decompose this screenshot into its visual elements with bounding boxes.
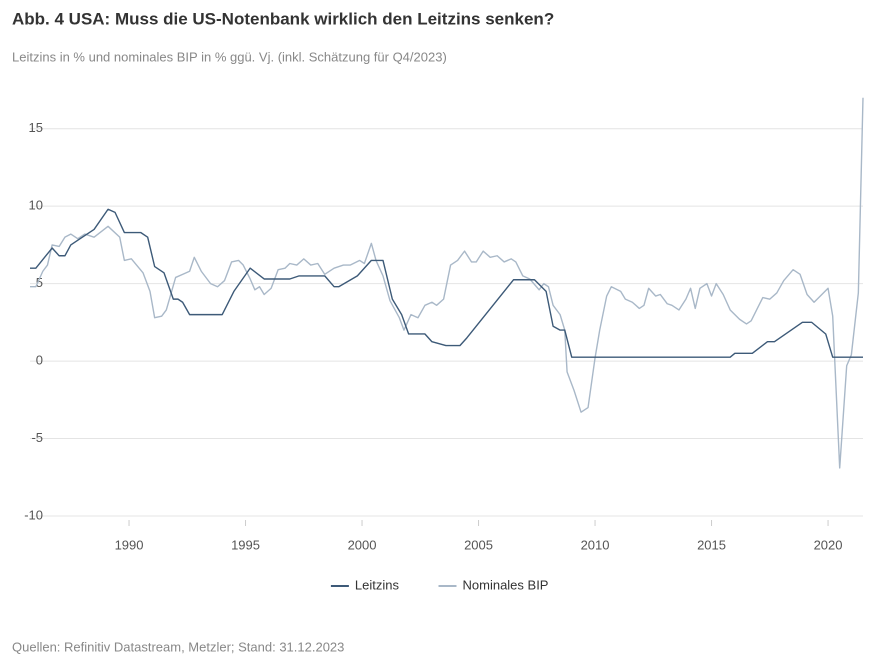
chart-subtitle: Leitzins in % und nominales BIP in % ggü… xyxy=(12,49,447,64)
x-tick-label: 2010 xyxy=(581,537,610,552)
y-tick-label: 10 xyxy=(29,198,43,213)
x-tick-label: 2015 xyxy=(697,537,726,552)
legend-label: Leitzins xyxy=(355,577,400,592)
source-note: Quellen: Refinitiv Datastream, Metzler; … xyxy=(12,639,344,654)
chart-title: Abb. 4 USA: Muss die US-Notenbank wirkli… xyxy=(12,9,554,28)
legend-label: Nominales BIP xyxy=(463,577,549,592)
data-line xyxy=(30,97,864,469)
x-tick-label: 2005 xyxy=(464,537,493,552)
data-line xyxy=(30,208,863,358)
x-tick-label: 2020 xyxy=(814,537,843,552)
y-tick-label: -10 xyxy=(24,507,43,522)
y-tick-label: -5 xyxy=(31,430,43,445)
x-tick-label: 2000 xyxy=(348,537,377,552)
y-tick-label: 15 xyxy=(29,120,43,135)
x-tick-label: 1990 xyxy=(115,537,144,552)
y-tick-label: 0 xyxy=(36,353,43,368)
x-tick-label: 1995 xyxy=(231,537,260,552)
y-tick-label: 5 xyxy=(36,275,43,290)
